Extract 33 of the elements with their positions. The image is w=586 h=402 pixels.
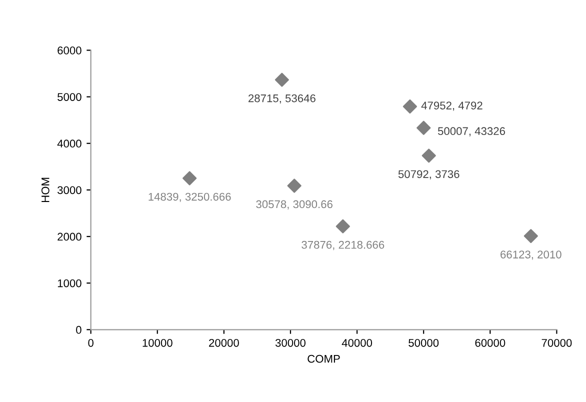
data-label: 37876, 2218.666 xyxy=(302,240,384,250)
y-tick-label: 5000 xyxy=(58,93,82,101)
x-tick-label: 50000 xyxy=(408,338,439,347)
y-tick-label: 1000 xyxy=(58,279,82,288)
x-tick-label: 20000 xyxy=(209,338,239,347)
data-label: 50792, 3736 xyxy=(398,170,460,180)
point xyxy=(287,178,302,193)
y-tick-label: 2000 xyxy=(58,232,82,241)
point xyxy=(524,228,538,244)
x-axis-title: COMP xyxy=(308,354,340,363)
point xyxy=(422,148,436,163)
data-label: 14839, 3250.666 xyxy=(148,192,231,202)
x-tick-label: 0 xyxy=(88,338,94,347)
point xyxy=(416,120,431,135)
x-tick-label: 10000 xyxy=(142,338,172,347)
data-label: 28715, 53646 xyxy=(248,94,316,104)
point xyxy=(336,219,350,234)
y-tick-label: 4000 xyxy=(57,140,82,148)
y-tick-label: 3000 xyxy=(58,186,82,194)
data-label: 47952, 4792 xyxy=(421,102,482,111)
x-tick-label: 40000 xyxy=(342,338,372,347)
point xyxy=(402,99,418,114)
point xyxy=(274,72,289,87)
x-tick-label: 60000 xyxy=(475,338,506,347)
y-tick-label: 0 xyxy=(76,326,82,334)
data-label: 50007, 43326 xyxy=(438,127,506,136)
x-tick-label: 70000 xyxy=(542,338,572,347)
x-tick-label: 30000 xyxy=(275,338,306,347)
y-tick-label: 6000 xyxy=(58,46,82,54)
data-label: 30578, 3090.66 xyxy=(256,200,332,210)
point xyxy=(182,171,197,186)
y-axis-title: HOM xyxy=(41,178,50,202)
data-label: 66123, 2010 xyxy=(500,250,562,260)
